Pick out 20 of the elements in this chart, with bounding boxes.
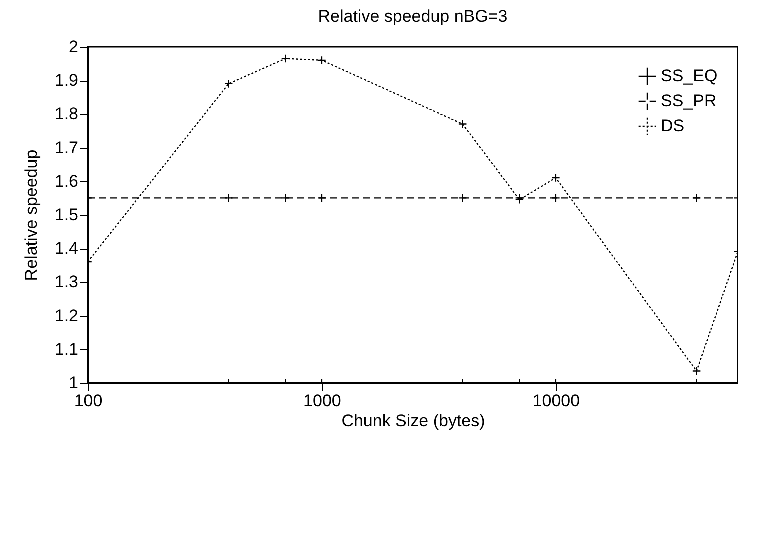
- x-tick-label: 10000: [532, 392, 580, 410]
- x-tick-label: 100: [74, 392, 103, 410]
- y-tick-label: 1.3: [54, 272, 78, 292]
- y-tick-label: 1.7: [54, 138, 78, 158]
- legend-label: SS_PR: [661, 92, 717, 110]
- x-tick-label: 1000: [304, 392, 342, 410]
- y-axis-title: Relative speedup: [22, 150, 41, 282]
- y-tick-label: 1.9: [54, 71, 78, 90]
- y-tick-label: 1.6: [54, 172, 78, 191]
- y-tick-label: 1: [69, 374, 78, 392]
- legend-label: DS: [661, 116, 685, 136]
- y-tick-label: 1.1: [54, 340, 78, 359]
- y-tick-label: 1.4: [54, 239, 78, 258]
- y-tick-label: 1.8: [54, 104, 78, 124]
- chart-title: Relative speedup nBG=3: [318, 7, 508, 26]
- legend-label: SS_EQ: [661, 66, 718, 86]
- y-tick-label: 1.2: [54, 306, 78, 326]
- x-axis-title: Chunk Size (bytes): [342, 412, 486, 430]
- y-tick-label: 2: [69, 38, 78, 56]
- y-tick-label: 1.5: [54, 206, 78, 224]
